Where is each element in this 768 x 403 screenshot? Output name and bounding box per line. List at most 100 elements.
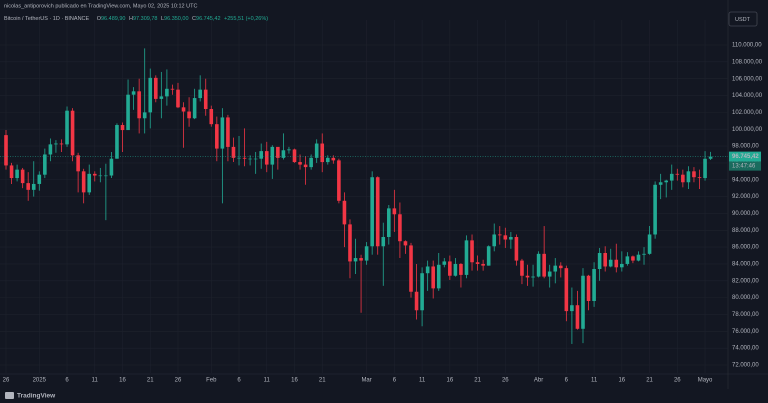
y-tick-label: 102.000,00 [732, 110, 763, 116]
countdown-box [729, 161, 761, 171]
candle-body [281, 150, 286, 158]
candle-body [248, 158, 252, 160]
ohlc-key: O [97, 16, 102, 22]
candles [4, 48, 713, 344]
candle-body [570, 305, 574, 312]
candle-body [509, 237, 513, 240]
y-tick-label: 74.000,00 [732, 346, 759, 352]
legend: Bitcoin / TetherUS · 1D · BINANCE O96.48… [4, 16, 268, 22]
candle-body [31, 183, 36, 190]
ohlc-key: C [192, 16, 196, 22]
y-tick-label: 104.000,00 [732, 93, 763, 99]
candle-body [703, 158, 707, 179]
candle-body [514, 237, 519, 261]
candle-body [542, 253, 546, 277]
y-tick-label: 88.000,00 [732, 228, 759, 234]
candle-body [370, 177, 374, 247]
x-tick-label: 11 [419, 378, 426, 384]
x-tick-label: 6 [393, 378, 397, 384]
ohlc-value: 97.309,78 [133, 16, 157, 22]
candle-body [464, 240, 469, 275]
candle-body [276, 146, 280, 158]
candle-body [398, 214, 402, 242]
y-tick-label: 110.000,00 [732, 43, 762, 49]
candle-body [203, 89, 208, 110]
candle-body [76, 155, 80, 172]
candle-body [409, 245, 413, 292]
candle-body [259, 151, 264, 159]
candle-body [253, 158, 258, 160]
y-tick-label: 78.000,00 [732, 312, 759, 318]
candle-body [165, 88, 169, 97]
publisher: nicolas_antiporovich publicado en Tradin… [4, 3, 197, 9]
currency-button[interactable] [728, 11, 758, 27]
y-tick-label: 98.000,00 [732, 144, 759, 150]
candle-body [54, 143, 58, 145]
x-tick-label: Feb [206, 378, 217, 384]
candle-body [337, 160, 341, 201]
candle-body [264, 151, 269, 165]
x-tick-label: Mayo [698, 378, 713, 384]
x-tick-label: 21 [646, 378, 653, 384]
y-tick-label: 86.000,00 [732, 245, 759, 251]
candle-body [153, 77, 158, 99]
candle-body [187, 111, 191, 119]
candle-body [647, 234, 652, 254]
candle-body [331, 157, 336, 161]
candle-body [342, 200, 347, 225]
candle-body [603, 253, 607, 267]
y-tick-label: 80.000,00 [732, 295, 759, 301]
last-price-box [729, 151, 761, 162]
candle-body [658, 182, 663, 185]
candle-body [486, 246, 491, 266]
candle-body [431, 266, 435, 289]
x-tick-label: 11 [92, 378, 99, 384]
candle-body [481, 263, 485, 266]
ohlc-value: 96.350,00 [164, 16, 188, 22]
candle-body [303, 164, 308, 168]
candle-body [43, 154, 47, 175]
candle-body [170, 88, 175, 90]
candle-body [420, 273, 424, 311]
currency[interactable]: USDT [735, 17, 751, 23]
footer [0, 389, 768, 403]
candle-body [497, 234, 502, 236]
x-tick-label: 26 [674, 378, 681, 384]
candle-body [564, 268, 569, 312]
candle-body [109, 158, 114, 176]
candle-body [625, 256, 630, 264]
candle-body [198, 89, 202, 99]
ohlc-value: 96.745,42 [196, 16, 220, 22]
candle-body [4, 135, 8, 166]
candle-body [231, 146, 236, 158]
y-tick-label: 94.000,00 [732, 177, 759, 183]
candle-body [614, 259, 619, 268]
candle-body [81, 171, 86, 193]
x-tick-label: 21 [474, 378, 481, 384]
ohlc-key: L [161, 16, 164, 22]
x-tick-label: 2025 [33, 378, 47, 384]
y-tick-label: 92.000,00 [732, 194, 759, 200]
candle-body [636, 254, 641, 261]
y-tick-label: 100.000,00 [732, 127, 763, 133]
candle-body [115, 125, 119, 159]
candle-body [131, 91, 136, 95]
change: +255,51 (+0,26%) [224, 16, 268, 22]
candle-body [192, 98, 197, 119]
candle-body [48, 144, 53, 155]
candle-body [242, 157, 247, 159]
candle-body [575, 305, 580, 329]
candle-body [448, 261, 452, 276]
candle-body [70, 110, 75, 156]
x-tick-label: 16 [119, 378, 126, 384]
y-tick-label: 84.000,00 [732, 262, 759, 268]
x-tick-label: Abr [534, 378, 543, 384]
candle-body [403, 241, 408, 246]
countdown: 13:47:46 [732, 164, 756, 170]
candle-body [353, 258, 358, 262]
candle-body [226, 117, 230, 147]
candle-body [59, 143, 64, 145]
candle-body [442, 261, 447, 265]
x-tick-label: 11 [264, 378, 271, 384]
